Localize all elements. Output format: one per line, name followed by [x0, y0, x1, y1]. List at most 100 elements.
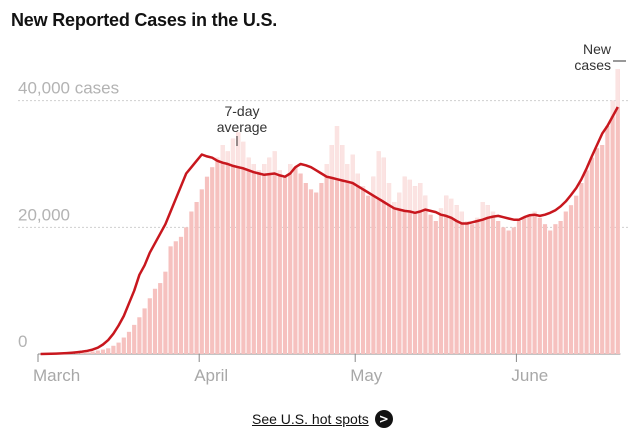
bar [464, 221, 470, 354]
bar-above-average [475, 217, 480, 221]
bar [480, 202, 485, 354]
bar [277, 170, 282, 354]
bar [506, 230, 511, 354]
bar-above-average [397, 192, 402, 210]
bar-above-average [381, 157, 386, 202]
bar [85, 352, 90, 354]
hot-spots-link[interactable]: See U.S. hot spots > [252, 410, 393, 428]
bar [553, 224, 558, 354]
bar [511, 227, 516, 354]
bar [314, 192, 319, 354]
bar [288, 164, 293, 354]
bar [579, 183, 584, 354]
bar [485, 205, 490, 354]
bar-above-average [246, 157, 251, 171]
bar [496, 221, 501, 354]
bar [407, 179, 412, 354]
bar [236, 132, 241, 354]
bar-above-average [459, 211, 464, 224]
bar-above-average [407, 179, 412, 212]
bar [475, 217, 480, 354]
bar [282, 176, 288, 354]
bar [126, 331, 132, 354]
bar [142, 308, 147, 354]
bar [74, 353, 80, 354]
bar [319, 183, 324, 354]
bar [80, 352, 85, 354]
bar-above-average [256, 170, 262, 174]
bar-above-average [220, 145, 225, 163]
bar [350, 154, 355, 354]
seven-day-average-line [40, 106, 619, 356]
hot-spots-link-label[interactable]: See U.S. hot spots [252, 411, 369, 427]
bar [100, 349, 106, 354]
bar [293, 167, 298, 354]
bar-above-average [230, 138, 236, 166]
bar-above-average [345, 164, 350, 182]
bar [568, 205, 574, 354]
bar [589, 157, 594, 354]
bar [366, 195, 371, 354]
bar [241, 141, 246, 354]
bar [444, 195, 449, 354]
x-tick-label: May [350, 366, 383, 385]
bar [418, 183, 423, 354]
bar [594, 148, 600, 354]
bar-above-average [438, 208, 444, 215]
bar-above-average [418, 183, 423, 212]
bar [355, 173, 360, 354]
bar [272, 151, 277, 354]
bar-above-average [329, 145, 334, 178]
bar [324, 164, 329, 354]
y-tick-label: 0 [18, 332, 27, 351]
new-cases-annotation-line1: New [583, 41, 612, 57]
x-tick-labels: March April May June [33, 354, 548, 385]
bar-above-average [277, 170, 282, 176]
bar [402, 176, 407, 354]
bar [532, 211, 537, 354]
arrow-right-icon[interactable]: > [374, 410, 393, 428]
x-tick-label: June [511, 366, 548, 385]
chart-title: New Reported Cases in the U.S. [11, 10, 278, 30]
bar [584, 170, 589, 354]
bar [397, 192, 402, 354]
bar-above-average [386, 183, 392, 206]
bar-above-average [267, 157, 272, 175]
bar-above-average [423, 195, 428, 210]
bar-above-average [236, 132, 241, 168]
bar [137, 317, 142, 354]
bar [438, 208, 444, 354]
bar [490, 211, 496, 354]
bar [163, 271, 168, 354]
bar [522, 217, 527, 354]
bar-above-average [485, 205, 490, 218]
bar [574, 195, 579, 354]
bar [615, 69, 620, 354]
bar [152, 288, 158, 354]
bar [537, 217, 542, 354]
bar [386, 183, 392, 354]
bar [449, 198, 454, 354]
bar [204, 176, 210, 354]
bar [106, 348, 111, 354]
bar-above-average [392, 202, 397, 209]
bar [470, 224, 475, 354]
bar-above-average [454, 205, 459, 221]
bar [262, 164, 267, 354]
bar [558, 221, 563, 354]
bar-above-average [480, 202, 485, 220]
average-annotation-line1: 7-day [224, 103, 259, 119]
bar-above-average [262, 164, 267, 175]
bar-above-average [412, 186, 418, 213]
bar-above-average [402, 176, 407, 211]
bar [563, 211, 568, 354]
bar [251, 164, 256, 354]
bar [501, 227, 506, 354]
bar [340, 145, 345, 354]
bar-above-average [532, 211, 537, 215]
average-overlay [38, 69, 620, 354]
bar [111, 345, 116, 354]
bar [542, 224, 548, 354]
bar [121, 337, 126, 354]
